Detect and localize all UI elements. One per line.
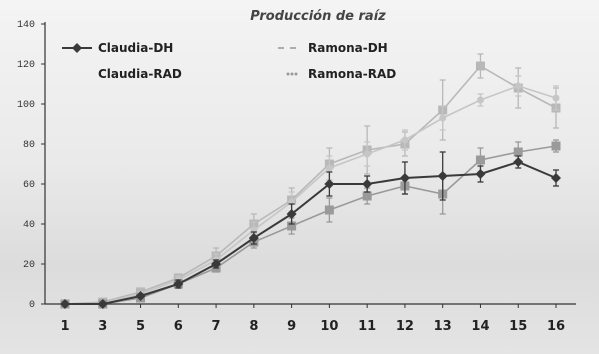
legend-marker [286,72,290,76]
data-point [439,114,447,122]
data-point [475,61,485,71]
y-tick-label: 60 [23,180,35,191]
series-claudia-dh [60,151,561,309]
series-layer [60,53,561,309]
legend: Claudia-DH Ramona-DH Claudia-RAD Ramona-RAD [62,41,396,81]
data-point [363,150,371,158]
data-point [401,136,409,144]
data-point [399,173,410,183]
data-point [551,141,561,151]
x-tick-label: 5 [136,319,145,334]
data-point [60,299,70,309]
legend-marker [72,43,82,53]
axes [44,22,576,305]
x-tick-label: 15 [509,319,527,334]
legend-label: Claudia-DH [98,41,173,55]
legend-item-claudia-dh: Claudia-DH [62,41,173,55]
data-point [362,179,373,189]
data-point [286,209,297,219]
chart-title: Producción de raíz [250,9,386,24]
y-tick-label: 120 [17,60,35,71]
x-axis-ticks: 1 3 5 6 7 8 9 10 11 12 13 14 15 16 [60,304,565,334]
data-point [514,82,522,90]
y-tick-label: 20 [23,260,35,271]
data-point [513,157,524,167]
y-tick-label: 40 [23,220,35,231]
legend-label: Ramona-DH [308,41,388,55]
x-tick-label: 9 [287,319,296,334]
data-point [437,171,448,181]
data-point [513,147,523,157]
legend-item-ramona-rad: Ramona-RAD [286,67,396,81]
legend-item-ramona-dh: Ramona-DH [278,41,388,55]
legend-item-claudia-rad: Claudia-RAD [98,67,182,81]
series-line [65,85,557,305]
data-point [325,164,333,172]
data-point [551,173,561,183]
y-tick-label: 100 [17,100,35,111]
y-tick-label: 80 [23,140,35,151]
x-tick-label: 12 [396,319,414,334]
data-point [173,279,184,289]
x-tick-label: 16 [547,319,565,334]
x-tick-label: 1 [60,319,69,334]
y-axis-ticks: 0 20 40 60 80 100 120 140 [17,20,45,311]
data-point [475,169,486,179]
legend-label: Ramona-RAD [308,67,396,81]
series-line [65,160,557,305]
legend-marker [290,72,294,76]
x-tick-label: 14 [471,319,489,334]
x-tick-label: 8 [249,319,258,334]
x-tick-label: 11 [358,319,376,334]
data-point [476,96,484,104]
data-point [324,205,334,215]
x-tick-label: 7 [212,319,221,334]
x-tick-label: 10 [320,319,338,334]
data-point [287,221,297,231]
data-point [97,299,108,309]
data-point [135,291,146,301]
data-point [552,94,560,102]
x-tick-label: 3 [98,319,107,334]
data-point [362,191,372,201]
data-point [248,233,259,243]
x-tick-label: 6 [174,319,183,334]
data-point [475,155,485,165]
x-tick-label: 13 [434,319,452,334]
series-line [64,64,557,305]
data-point [211,259,222,269]
series-line [65,145,557,305]
y-tick-label: 0 [29,300,35,311]
y-tick-label: 140 [17,20,35,31]
legend-label: Claudia-RAD [98,67,182,81]
data-point [324,179,335,189]
legend-marker [294,72,298,76]
